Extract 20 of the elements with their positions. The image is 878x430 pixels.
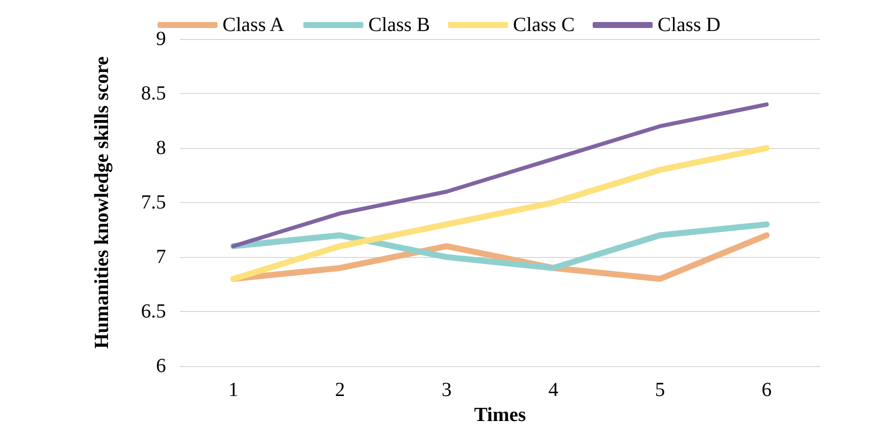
- y-tick-label: 7: [156, 246, 166, 268]
- line-series: [231, 102, 769, 248]
- x-tick-label: 4: [548, 379, 558, 402]
- legend-label: Class D: [658, 14, 720, 36]
- x-tick-label: 1: [228, 379, 238, 402]
- legend-label: Class C: [513, 14, 575, 36]
- x-tick-label: 2: [335, 379, 345, 402]
- x-tick-label: 6: [762, 379, 772, 402]
- y-tick-label: 8.5: [141, 82, 166, 105]
- x-axis-title: Times: [474, 404, 526, 426]
- y-tick-label: 6: [156, 355, 166, 378]
- x-tick-label: 5: [655, 379, 665, 402]
- y-tick-label: 7.5: [141, 192, 166, 214]
- legend-label: Class B: [368, 14, 430, 36]
- x-tick-label: 3: [442, 379, 452, 402]
- y-tick-label: 9: [156, 28, 166, 50]
- y-tick-label: 6.5: [141, 300, 166, 323]
- legend-label: Class A: [222, 14, 285, 36]
- y-tick-label: 8: [156, 137, 166, 160]
- y-axis-title: Humanities knowledge skills score: [91, 56, 113, 349]
